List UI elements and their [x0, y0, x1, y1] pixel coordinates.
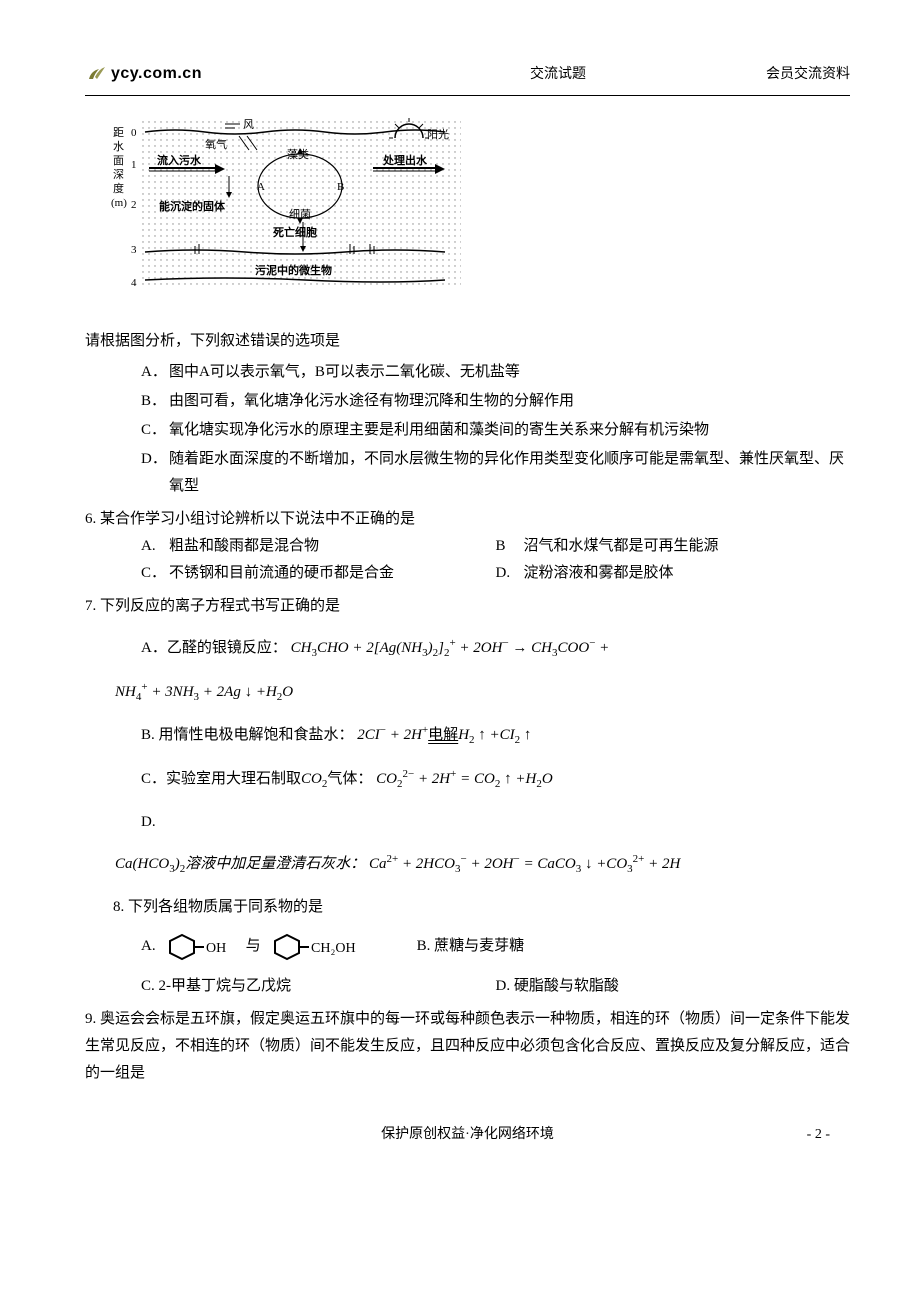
q8-optD: D. 硬脂酸与软脂酸: [496, 973, 619, 1000]
svg-text:水: 水: [113, 140, 124, 153]
footer-text: 保护原创权益·净化网络环境: [381, 1127, 554, 1142]
option-label: B．: [141, 388, 169, 415]
q7-optA-cont: NH4+ + 3NH3 + 2Ag ↓ +H2O: [85, 678, 850, 708]
q6-title: 6. 某合作学习小组讨论辨析以下说法中不正确的是: [85, 506, 850, 533]
svg-text:藻类: 藻类: [287, 147, 309, 161]
svg-text:深: 深: [113, 168, 124, 181]
q8-optA: A. OH 与 CH₂OH B. 蔗糖与麦芽糖: [85, 929, 850, 965]
svg-text:能沉淀的固体: 能沉淀的固体: [159, 199, 226, 213]
q5-optA: 图中A可以表示氧气，B可以表示二氧化碳、无机盐等: [169, 359, 850, 386]
site-logo: ycy.com.cn: [85, 60, 202, 89]
svg-text:流入污水: 流入污水: [157, 153, 202, 167]
svg-text:处理出水: 处理出水: [382, 153, 428, 167]
svg-text:B: B: [337, 181, 344, 193]
q7-optA: A．乙醛的银镜反应： CH3CHO + 2[Ag(NH3)2]2+ + 2OH−…: [85, 634, 850, 664]
q6-row1: A.粗盐和酸雨都是混合物 B 沼气和水煤气都是可再生能源: [85, 533, 850, 560]
benzene-oh-icon: OH: [164, 929, 238, 965]
svg-text:3: 3: [131, 244, 137, 256]
q7-title: 7. 下列反应的离子方程式书写正确的是: [85, 593, 850, 620]
q8-optC: C. 2-甲基丁烷与乙戊烷: [141, 973, 291, 1000]
q5-intro: 请根据图分析，下列叙述错误的选项是: [85, 328, 850, 355]
q6-optC: 不锈钢和目前流通的硬币都是合金: [169, 560, 394, 587]
q8-title: 8. 下列各组物质属于同系物的是: [85, 894, 850, 921]
q9-text: 9. 奥运会会标是五环旗，假定奥运五环旗中的每一环或每种颜色表示一种物质，相连的…: [85, 1006, 850, 1087]
q6-optA: 粗盐和酸雨都是混合物: [169, 533, 319, 560]
q6-row2: C．不锈钢和目前流通的硬币都是合金 D.淀粉溶液和雾都是胶体: [85, 560, 850, 587]
y-axis-label: 距: [113, 126, 124, 139]
svg-text:4: 4: [131, 277, 137, 289]
q5-optD: 随着距水面深度的不断增加，不同水层微生物的异化作用类型变化顺序可能是需氧型、兼性…: [169, 446, 850, 500]
option-label: A．: [141, 359, 169, 386]
page-number: - 2 -: [807, 1122, 830, 1147]
svg-text:度: 度: [113, 181, 124, 195]
q5-options: A．图中A可以表示氧气，B可以表示二氧化碳、无机盐等 B．由图可看，氧化塘净化污…: [85, 359, 850, 500]
svg-text:A: A: [257, 181, 265, 193]
svg-text:CH₂OH: CH₂OH: [311, 941, 356, 956]
svg-text:风: 风: [243, 118, 254, 131]
svg-text:面: 面: [113, 155, 124, 167]
page-header: ycy.com.cn 交流试题 会员交流资料: [85, 60, 850, 96]
svg-text:氧气: 氧气: [205, 137, 227, 151]
header-right-text: 会员交流资料: [766, 62, 850, 87]
svg-text:细菌: 细菌: [289, 208, 311, 221]
q6-optB: 沼气和水煤气都是可再生能源: [524, 533, 719, 560]
q5-optB: 由图可看，氧化塘净化污水途径有物理沉降和生物的分解作用: [169, 388, 850, 415]
option-label: C．: [141, 417, 169, 444]
q8-optB: B. 蔗糖与麦芽糖: [417, 933, 525, 960]
q7-optB: B. 用惰性电极电解饱和食盐水： 2CI− + 2H+电解H2 ↑ +CI2 ↑: [85, 721, 850, 751]
option-label: D．: [141, 446, 169, 500]
q7-optC: C．实验室用大理石制取CO2气体： CO22− + 2H+ = CO2 ↑ +H…: [85, 765, 850, 795]
page-footer: 保护原创权益·净化网络环境 - 2 -: [85, 1122, 850, 1147]
logo-text: ycy.com.cn: [111, 60, 202, 89]
svg-text:2: 2: [131, 199, 137, 211]
svg-text:阳光: 阳光: [427, 127, 449, 141]
q8-row2: C. 2-甲基丁烷与乙戊烷 D. 硬脂酸与软脂酸: [85, 973, 850, 1000]
svg-text:OH: OH: [206, 941, 226, 956]
svg-text:1: 1: [131, 159, 137, 171]
svg-text:污泥中的微生物: 污泥中的微生物: [255, 263, 332, 277]
svg-text:(m): (m): [111, 197, 127, 209]
q7-optD: Ca(HCO3)2溶液中加足量澄清石灰水： Ca2+ + 2HCO3− + 2O…: [85, 850, 850, 880]
oxidation-pond-diagram: 距 水 面 深 度 (m) 0 1 2 3 4 阳光: [105, 108, 850, 318]
benzene-ch2oh-icon: CH₂OH: [269, 929, 369, 965]
leaf-icon: [85, 63, 107, 85]
q5-optC: 氧化塘实现净化污水的原理主要是利用细菌和藻类间的寄生关系来分解有机污染物: [169, 417, 850, 444]
svg-text:死亡细胞: 死亡细胞: [273, 225, 317, 239]
header-center-text: 交流试题: [530, 62, 586, 87]
q7-optD-label: D.: [85, 809, 850, 836]
svg-text:0: 0: [131, 127, 137, 139]
q6-optD: 淀粉溶液和雾都是胶体: [524, 560, 674, 587]
